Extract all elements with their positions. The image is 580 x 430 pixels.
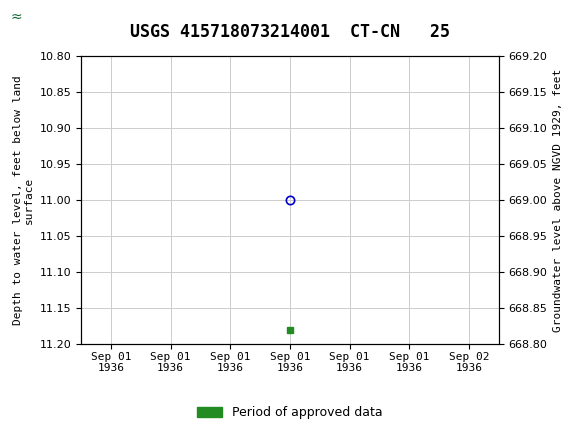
- Text: USGS 415718073214001  CT-CN   25: USGS 415718073214001 CT-CN 25: [130, 23, 450, 41]
- FancyBboxPatch shape: [3, 3, 29, 31]
- Y-axis label: Groundwater level above NGVD 1929, feet: Groundwater level above NGVD 1929, feet: [553, 68, 563, 332]
- Legend: Period of approved data: Period of approved data: [192, 401, 388, 424]
- Y-axis label: Depth to water level, feet below land
surface: Depth to water level, feet below land su…: [13, 75, 34, 325]
- Text: USGS: USGS: [70, 8, 125, 26]
- Text: USGS: USGS: [9, 8, 64, 26]
- Text: ≈: ≈: [10, 10, 22, 24]
